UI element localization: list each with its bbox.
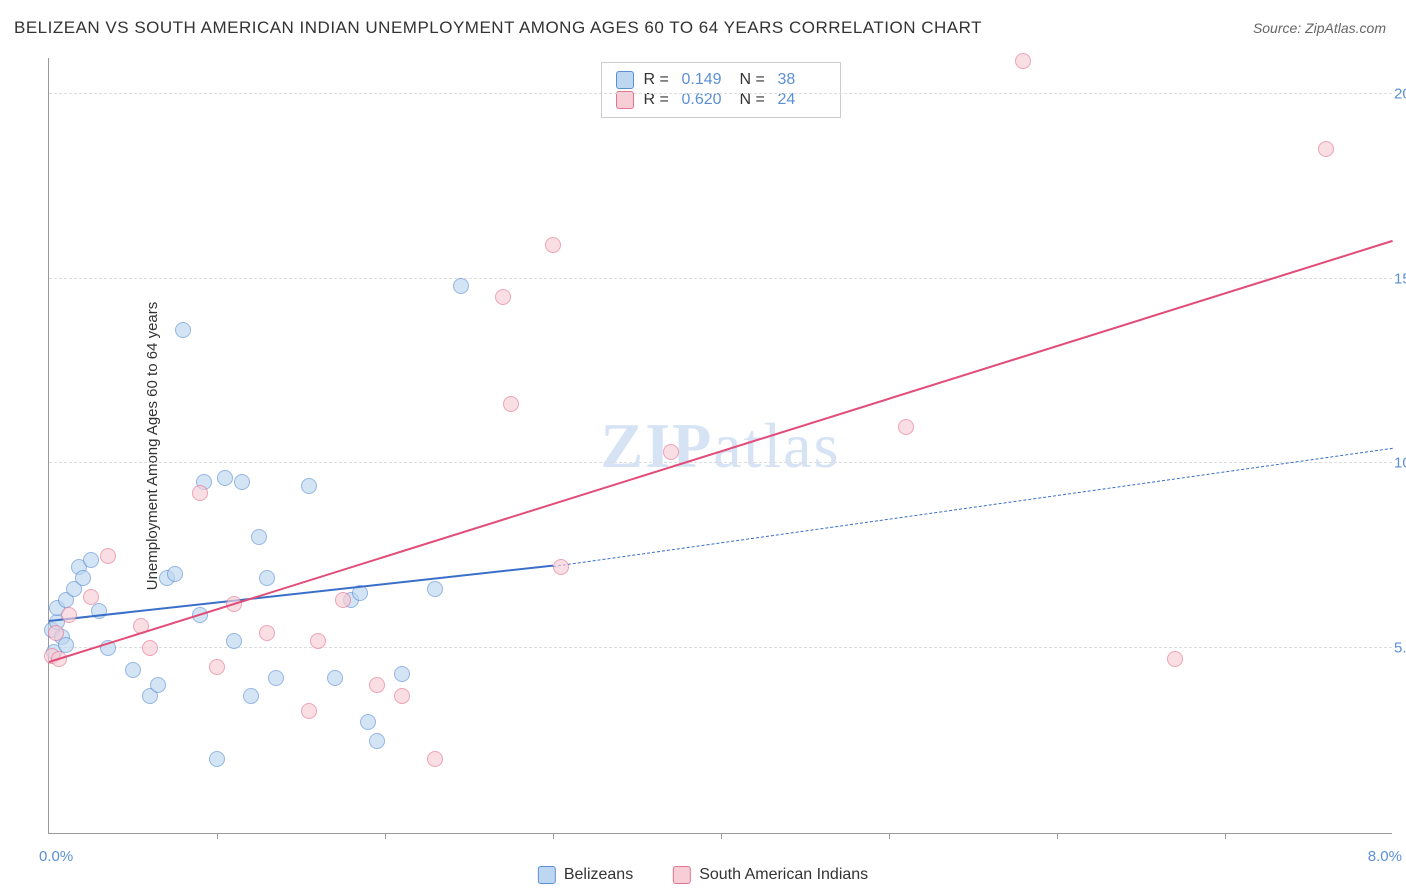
x-tick [1225,833,1226,839]
data-point [301,703,317,719]
data-point [898,419,914,435]
data-point [83,589,99,605]
data-point [268,670,284,686]
data-point [209,659,225,675]
n-value: 38 [778,71,826,89]
data-point [453,278,469,294]
gridline [49,647,1392,648]
trend-line [49,240,1394,663]
data-point [226,633,242,649]
y-tick-label: 15.0% [1394,270,1406,287]
data-point [209,751,225,767]
data-point [150,677,166,693]
data-point [100,548,116,564]
legend-item: Belizeans [538,866,633,884]
correlation-stats-box: R =0.149N =38R =0.620N =24 [601,62,841,118]
data-point [243,688,259,704]
data-point [142,640,158,656]
data-point [259,570,275,586]
x-axis-min-label: 0.0% [39,848,73,865]
data-point [335,592,351,608]
x-tick [889,833,890,839]
legend-label: Belizeans [564,866,633,884]
data-point [369,677,385,693]
x-tick [217,833,218,839]
data-point [167,566,183,582]
data-point [175,322,191,338]
data-point [125,662,141,678]
legend-label: South American Indians [699,866,868,884]
data-point [553,559,569,575]
x-tick [385,833,386,839]
data-point [369,733,385,749]
data-point [427,581,443,597]
x-axis-max-label: 8.0% [1368,848,1402,865]
data-point [75,570,91,586]
r-label: R = [644,71,672,89]
legend-item: South American Indians [673,866,868,884]
data-point [1015,53,1031,69]
data-point [259,625,275,641]
plot-area: ZIPatlas R =0.149N =38R =0.620N =24 0.0%… [48,58,1392,834]
bottom-legend: Belizeans South American Indians [538,866,868,884]
gridline [49,462,1392,463]
n-label: N = [740,71,768,89]
y-tick-label: 20.0% [1394,85,1406,102]
x-tick [721,833,722,839]
y-tick-label: 10.0% [1394,455,1406,472]
data-point [503,396,519,412]
source-attribution: Source: ZipAtlas.com [1253,20,1386,36]
data-point [327,670,343,686]
gridline [49,278,1392,279]
stat-row: R = 0.149 N = 38 [616,71,826,89]
data-point [48,625,64,641]
data-point [495,289,511,305]
data-point [192,485,208,501]
data-point [545,237,561,253]
gridline [49,93,1392,94]
data-point [310,633,326,649]
data-point [251,529,267,545]
data-point [234,474,250,490]
data-point [1318,141,1334,157]
r-value: 0.149 [682,71,730,89]
x-tick [1057,833,1058,839]
legend-swatch [616,71,634,89]
trend-line [49,565,553,622]
data-point [1167,651,1183,667]
watermark: ZIPatlas [601,409,841,483]
data-point [663,444,679,460]
legend-swatch [673,866,691,884]
data-point [360,714,376,730]
data-point [61,607,77,623]
data-point [301,478,317,494]
data-point [394,688,410,704]
y-tick-label: 5.0% [1394,640,1406,657]
data-point [217,470,233,486]
data-point [427,751,443,767]
data-point [83,552,99,568]
chart-title: BELIZEAN VS SOUTH AMERICAN INDIAN UNEMPL… [14,18,982,38]
data-point [394,666,410,682]
legend-swatch [538,866,556,884]
x-tick [553,833,554,839]
